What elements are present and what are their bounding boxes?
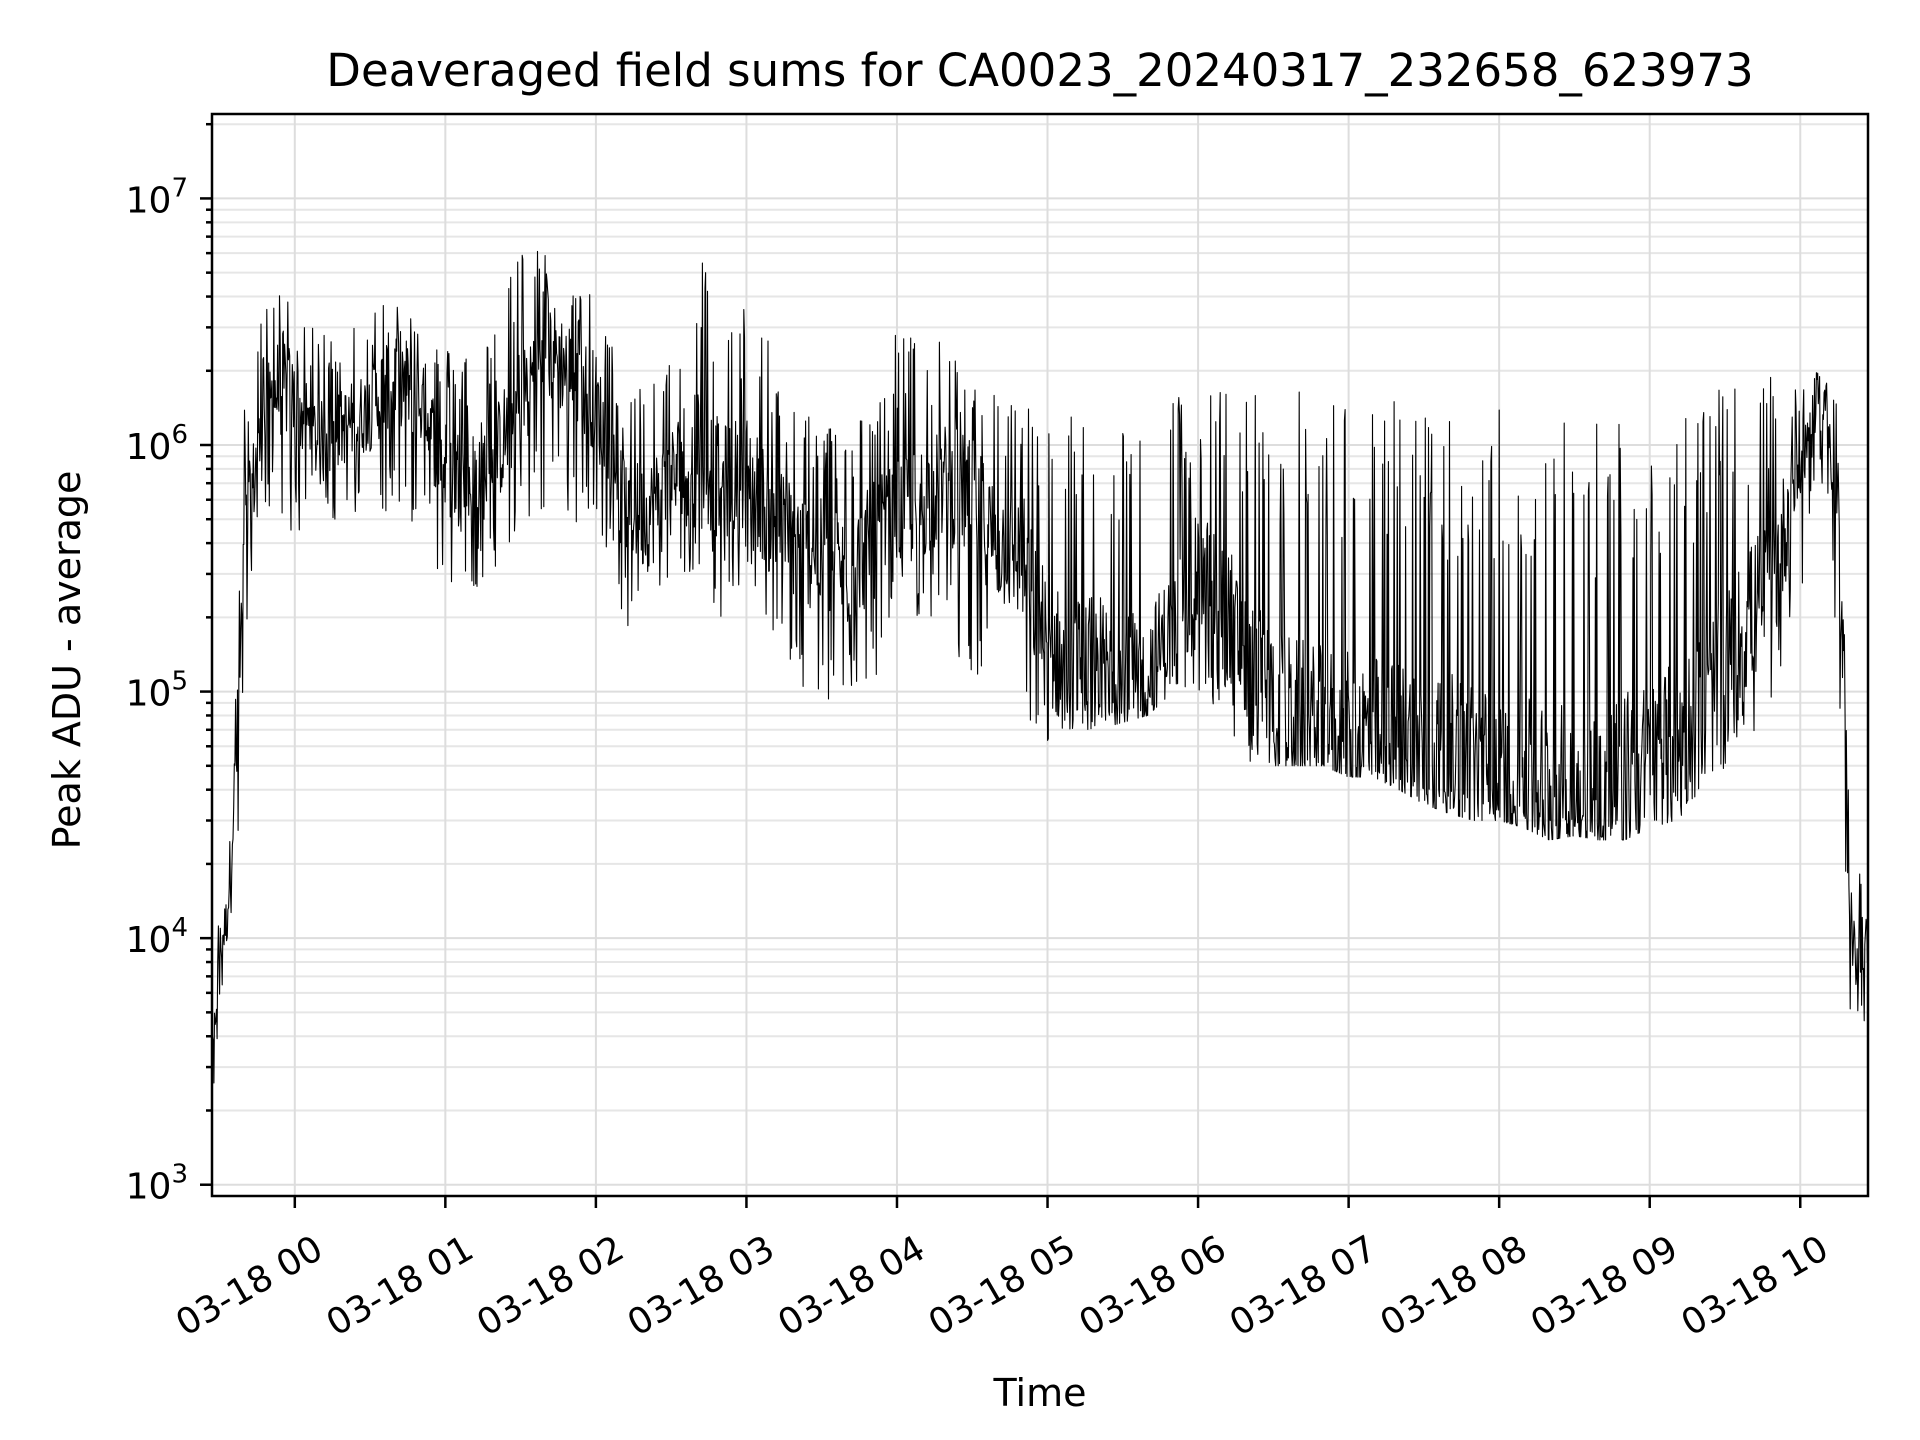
- x-tick-label: 03-18 01: [320, 1228, 481, 1344]
- grid: [212, 114, 1868, 1196]
- y-tick-label: 106: [126, 420, 188, 468]
- x-tick-label: 03-18 02: [470, 1228, 631, 1344]
- y-tick-label: 104: [126, 913, 188, 961]
- series-layer: [212, 250, 1868, 1084]
- y-tick-label: 107: [126, 173, 188, 221]
- x-tick-label: 03-18 00: [169, 1228, 330, 1344]
- chart-title: Deaveraged field sums for CA0023_2024031…: [326, 44, 1753, 97]
- x-tick-label: 03-18 07: [1223, 1228, 1384, 1344]
- x-tick-label: 03-18 04: [771, 1228, 932, 1344]
- x-tick-label: 03-18 05: [922, 1228, 1083, 1344]
- x-axis-label: Time: [993, 1371, 1087, 1415]
- plot-frame: [210, 112, 1870, 1198]
- y-tick-label: 103: [126, 1160, 188, 1208]
- x-tick-label: 03-18 06: [1072, 1228, 1233, 1344]
- x-tick-label: 03-18 03: [621, 1228, 782, 1344]
- x-tick-label: 03-18 10: [1675, 1228, 1836, 1344]
- x-tick-label: 03-18 09: [1524, 1228, 1685, 1344]
- y-tick-label: 105: [126, 667, 188, 715]
- series-line: [212, 250, 1868, 1084]
- y-axis-label: Peak ADU - average: [45, 471, 89, 850]
- y-axis-ticks: 103 104 105 106 107: [126, 122, 212, 1208]
- x-tick-label: 03-18 08: [1374, 1228, 1535, 1344]
